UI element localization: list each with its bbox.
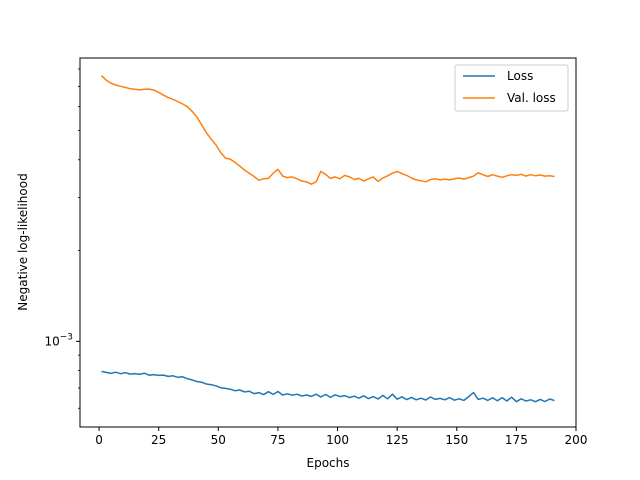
x-tick-label: 50 [211, 433, 226, 447]
x-tick-label: 25 [151, 433, 166, 447]
x-tick-label: 175 [505, 433, 528, 447]
x-axis-label: Epochs [307, 456, 350, 470]
y-tick-label-base: 10 [44, 334, 59, 348]
series-line-0 [101, 370, 555, 403]
x-tick-label: 75 [270, 433, 285, 447]
x-tick-label: 125 [386, 433, 409, 447]
plot-frame [79, 57, 577, 428]
x-tick-label: 0 [95, 433, 103, 447]
y-tick-label: 10−3 [44, 332, 73, 348]
y-tick-label-exponent: −3 [60, 332, 73, 342]
x-tick-label: 100 [326, 433, 349, 447]
series-line-1 [100, 75, 555, 185]
y-axis-label: Negative log-likelihood [16, 173, 30, 310]
x-axis-ticks: 0 25 50 75 100 125 150 175 200 [95, 427, 587, 447]
legend-label-1: Val. loss [507, 91, 556, 105]
y-axis-ticks: 10−3 [44, 68, 80, 409]
series-layer [100, 75, 555, 403]
x-tick-label: 150 [445, 433, 468, 447]
legend: Loss Val. loss [454, 64, 569, 112]
x-tick-label: 200 [565, 433, 588, 447]
legend-label-0: Loss [507, 69, 533, 83]
